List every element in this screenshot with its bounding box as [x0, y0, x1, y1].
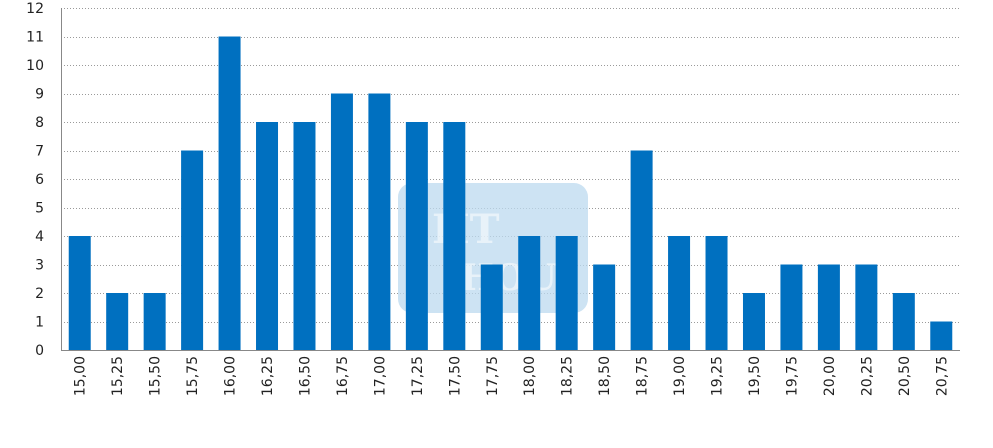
bar [480, 264, 503, 350]
x-tick-label: 16,00 [223, 356, 239, 396]
y-tick-label: 11 [26, 30, 44, 46]
y-tick-label: 9 [35, 87, 44, 103]
watermark-text-bottom: HOU [460, 257, 557, 299]
y-tick-label: 5 [35, 201, 44, 217]
x-tick-label: 18,75 [635, 356, 651, 396]
bar [143, 293, 166, 350]
y-tick-label: 7 [35, 144, 44, 160]
bar [593, 264, 616, 350]
bar [930, 321, 953, 350]
bar [330, 93, 353, 350]
y-tick-label: 8 [35, 115, 44, 131]
x-tick-label: 20,50 [897, 356, 913, 396]
bar [218, 36, 241, 350]
y-tick-label: 12 [26, 1, 44, 17]
bar [443, 122, 466, 350]
x-tick-label: 16,25 [260, 356, 276, 396]
axes [61, 8, 960, 351]
x-tick-label: 20,00 [822, 356, 838, 396]
bar [368, 93, 391, 350]
x-tick-label: 15,25 [110, 356, 126, 396]
y-tick-label: 10 [26, 58, 44, 74]
bar [293, 122, 316, 350]
bar [518, 236, 541, 350]
bar [705, 236, 728, 350]
x-tick-label: 18,00 [522, 356, 538, 396]
y-tick-label: 2 [35, 286, 44, 302]
x-tick-label: 15,00 [73, 356, 89, 396]
bar [742, 293, 765, 350]
x-tick-label: 19,25 [710, 356, 726, 396]
x-tick-label: 18,50 [597, 356, 613, 396]
x-tick-label: 15,75 [185, 356, 201, 396]
bar [668, 236, 691, 350]
x-tick-label: 16,50 [297, 356, 313, 396]
bar [780, 264, 803, 350]
x-tick-label: 19,50 [747, 356, 763, 396]
y-tick-label: 1 [35, 315, 44, 331]
x-tick-label: 15,50 [148, 356, 164, 396]
bar [405, 122, 428, 350]
x-tick-labels: 15,00 15,25 15,50 15,75 16,00 16,25 16,50 16,75… [73, 356, 951, 396]
bar [181, 150, 204, 350]
x-tick-label: 17,00 [372, 356, 388, 396]
y-tick-label: 6 [35, 172, 44, 188]
x-tick-label: 16,75 [335, 356, 351, 396]
y-tick-label: 4 [35, 229, 44, 245]
watermark-text-top: HT [432, 206, 500, 253]
bar [892, 293, 915, 350]
x-tick-label: 18,25 [560, 356, 576, 396]
x-tick-label: 17,25 [410, 356, 426, 396]
y-tick-label: 3 [35, 258, 44, 274]
x-tick-label: 19,00 [672, 356, 688, 396]
bars [68, 36, 953, 350]
bar [630, 150, 653, 350]
x-tick-label: 17,50 [447, 356, 463, 396]
x-tick-label: 20,75 [934, 356, 950, 396]
bar [256, 122, 279, 350]
bar [855, 264, 878, 350]
bar [817, 264, 840, 350]
bar [555, 236, 578, 350]
y-tick-label: 0 [35, 343, 44, 359]
x-tick-label: 20,25 [859, 356, 875, 396]
x-tick-label: 19,75 [784, 356, 800, 396]
x-tick-label: 17,75 [485, 356, 501, 396]
bar [106, 293, 129, 350]
bar [68, 236, 91, 350]
